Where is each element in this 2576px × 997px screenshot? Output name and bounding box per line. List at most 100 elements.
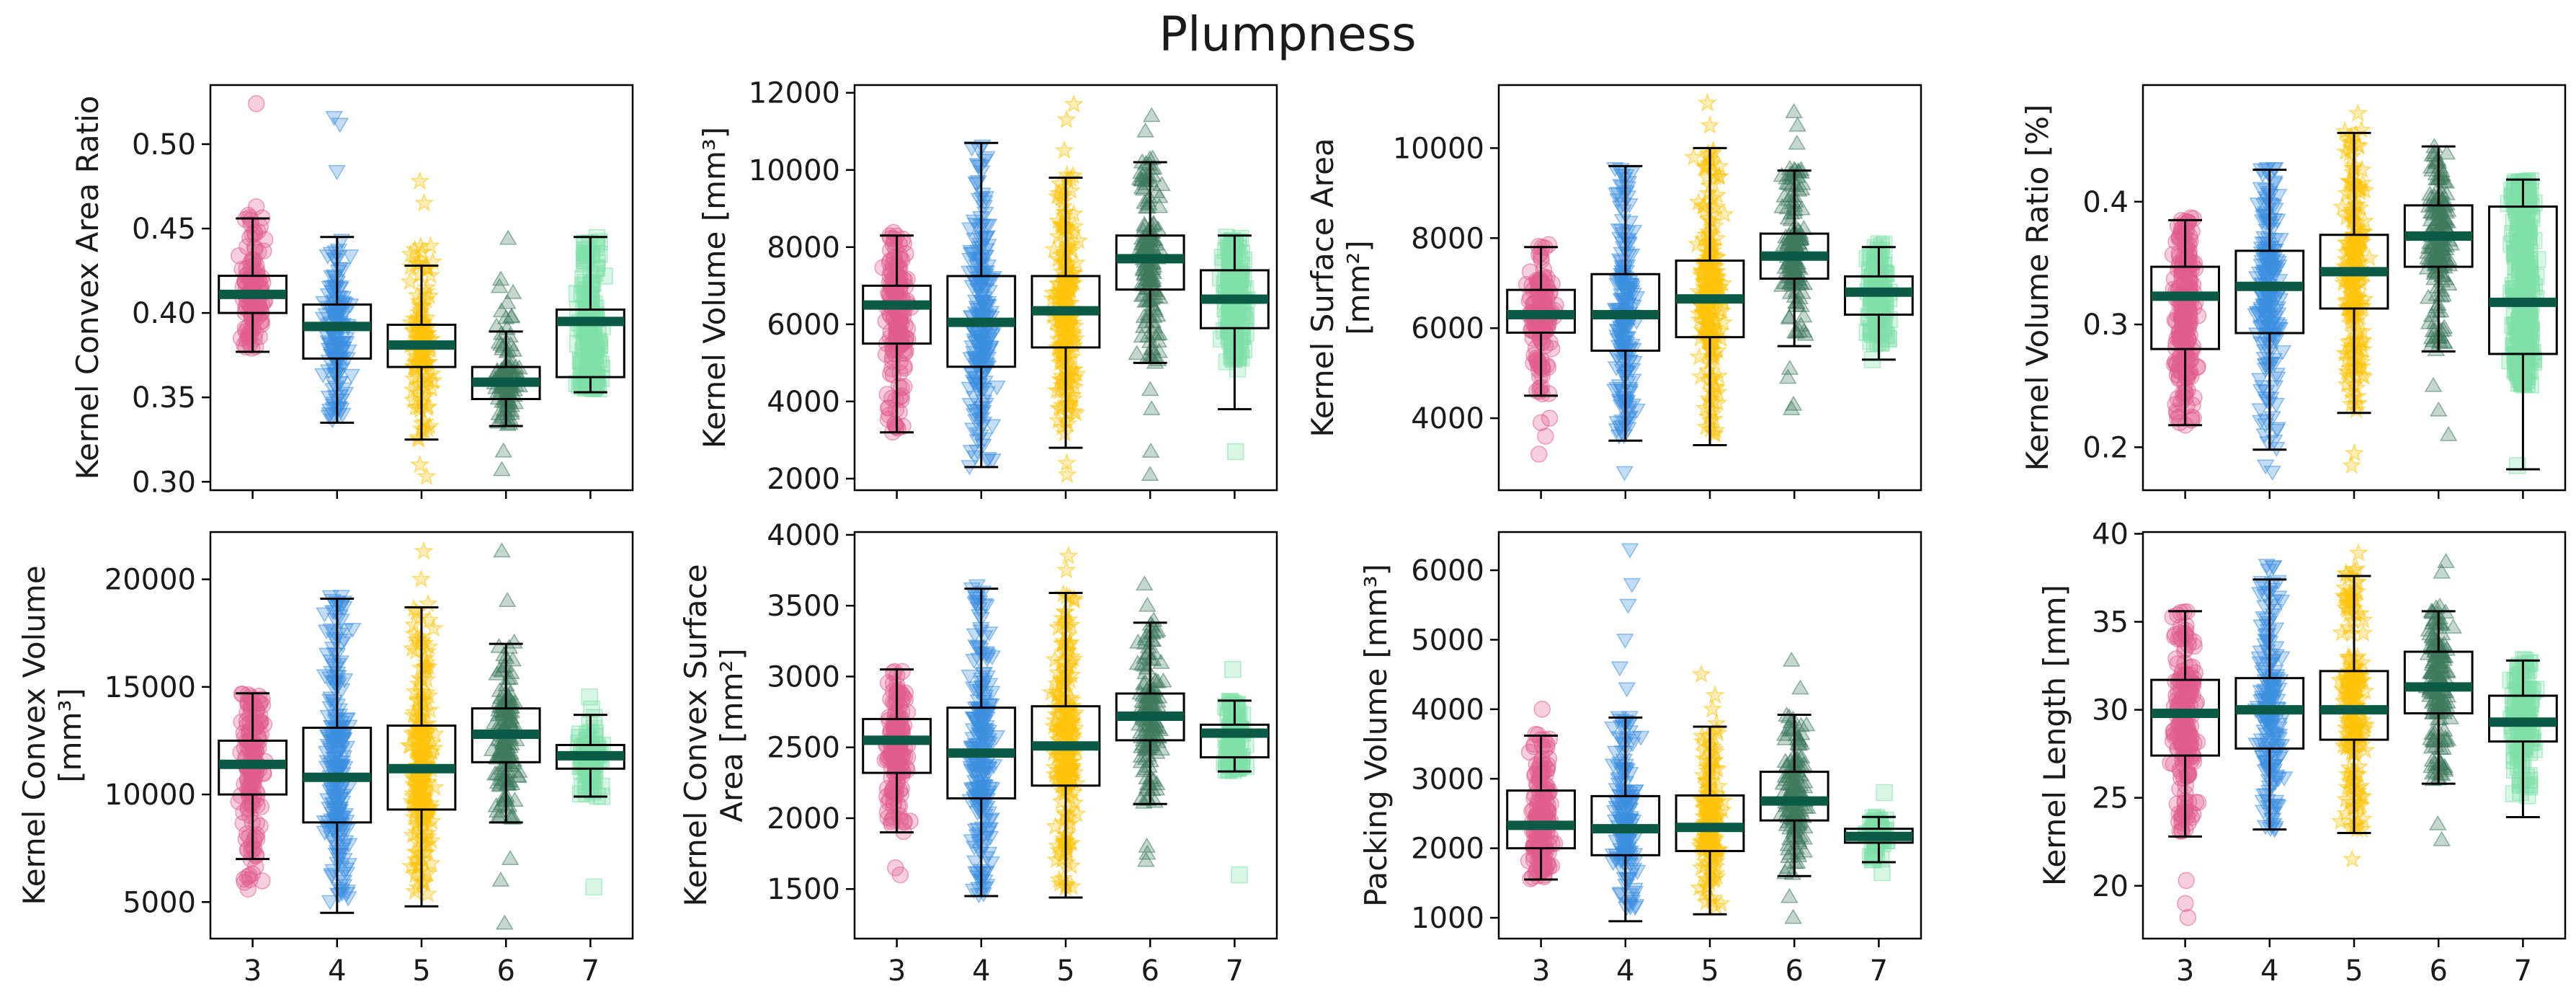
y-tick-label: 8000 — [767, 231, 840, 265]
y-tick-label: 6000 — [1411, 312, 1484, 345]
scatter-layer — [230, 95, 613, 485]
x-tick-label: 5 — [412, 954, 430, 988]
y-axis-label-line: [mm³] — [53, 688, 88, 782]
y-tick-label: 10000 — [104, 779, 196, 812]
y-tick-label: 5000 — [122, 886, 196, 919]
data-point-4 — [320, 391, 339, 406]
data-point-3 — [2185, 210, 2202, 227]
data-point-3 — [2179, 365, 2196, 382]
data-point-7 — [1872, 255, 1889, 272]
data-point-7 — [2518, 363, 2536, 381]
data-point-3 — [877, 345, 895, 363]
data-point-4 — [331, 118, 349, 133]
data-point-4 — [331, 262, 349, 278]
y-axis-label: Kernel Volume Ratio [%] — [2020, 105, 2055, 471]
data-point-4 — [325, 352, 344, 368]
y-tick-label: 0.2 — [2082, 431, 2129, 464]
data-point-3 — [1530, 282, 1548, 300]
data-point-3 — [246, 744, 263, 761]
data-point-4 — [326, 368, 345, 384]
data-point-3 — [2180, 251, 2197, 269]
y-tick-label: 20000 — [104, 564, 196, 597]
y-tick-label: 10000 — [1393, 132, 1484, 165]
data-point-4 — [328, 164, 346, 180]
data-point-7 — [2513, 242, 2531, 260]
data-point-3 — [2175, 388, 2192, 405]
data-point-5 — [408, 254, 429, 273]
y-tick-label: 10000 — [749, 154, 840, 187]
data-point-3 — [1530, 446, 1548, 463]
x-tick-label: 7 — [581, 954, 600, 988]
data-point-7 — [1224, 315, 1242, 332]
data-point-4 — [326, 253, 345, 269]
data-point-4 — [315, 296, 333, 311]
data-point-7 — [585, 878, 602, 896]
data-point-3 — [247, 95, 265, 112]
data-point-7 — [581, 688, 598, 706]
y-tick-label: 12000 — [749, 77, 840, 110]
data-point-4 — [342, 368, 360, 384]
y-axis-label-line: [mm²] — [1341, 240, 1376, 334]
x-tick-label: 3 — [244, 954, 262, 988]
data-point-4 — [334, 382, 353, 398]
data-point-7 — [2515, 274, 2533, 291]
y-tick-label: 4000 — [1411, 402, 1484, 435]
data-point-4 — [314, 311, 333, 327]
y-axis-label-line: Kernel Surface Area — [1305, 138, 1340, 437]
data-point-3 — [1534, 320, 1551, 338]
data-point-3 — [885, 279, 903, 296]
data-point-7 — [596, 267, 613, 285]
y-tick-label: 0.50 — [132, 128, 196, 161]
y-tick-label: 8000 — [1411, 222, 1484, 255]
y-tick-label: 0.40 — [132, 297, 196, 330]
data-point-7 — [578, 247, 596, 265]
x-tick-label: 4 — [328, 954, 346, 988]
data-point-4 — [341, 249, 360, 265]
data-point-7 — [1223, 260, 1241, 278]
y-axis-label-line: Kernel Convex Volume — [17, 565, 52, 905]
y-axis-label: Kernel Volume [mm³] — [697, 127, 732, 448]
data-point-7 — [2518, 315, 2536, 333]
data-point-3 — [241, 303, 259, 320]
y-tick-label: 2000 — [767, 463, 840, 496]
y-axis-label-line: Kernel Convex Area Ratio — [70, 96, 105, 480]
figure-title: Plumpness — [1159, 6, 1416, 62]
y-tick-label: 0.45 — [132, 213, 196, 246]
data-point-7 — [1231, 279, 1248, 296]
data-point-3 — [1541, 409, 1559, 427]
y-tick-label: 0.30 — [132, 466, 196, 499]
data-point-3 — [1528, 352, 1546, 369]
data-point-3 — [890, 261, 908, 278]
y-axis-label-line: Kernel Volume Ratio [%] — [2020, 105, 2055, 471]
subplot-1: 0.30 0.35 0.40 0.45 0.50 Kernel Convex Area R… — [70, 84, 634, 499]
data-point-5 — [400, 271, 420, 291]
data-point-7 — [574, 270, 592, 287]
data-point-4 — [326, 245, 344, 261]
data-point-3 — [244, 865, 262, 882]
data-point-3 — [886, 230, 903, 247]
y-tick-label: 0.3 — [2082, 309, 2129, 342]
y-tick-label: 15000 — [104, 671, 196, 704]
data-point-4 — [332, 337, 351, 353]
data-point-3 — [879, 410, 897, 428]
data-point-3 — [2175, 312, 2193, 329]
data-point-7 — [1873, 237, 1891, 254]
data-point-7 — [1226, 443, 1244, 461]
y-axis-label: Kernel Convex Area Ratio — [70, 96, 105, 480]
y-tick-label: 4000 — [767, 386, 840, 419]
data-point-3 — [1531, 379, 1548, 396]
data-point-3 — [884, 664, 902, 681]
data-point-3 — [255, 242, 272, 260]
y-tick-label: 0.4 — [2082, 186, 2129, 219]
data-point-3 — [242, 688, 259, 706]
data-point-3 — [232, 786, 250, 805]
data-point-3 — [246, 239, 263, 256]
x-tick-label: 6 — [496, 954, 514, 988]
y-axis-label-line: Kernel Volume [mm³] — [697, 127, 732, 448]
data-point-3 — [239, 880, 257, 898]
y-tick-label: 0.35 — [132, 381, 196, 415]
data-point-5 — [422, 378, 442, 397]
